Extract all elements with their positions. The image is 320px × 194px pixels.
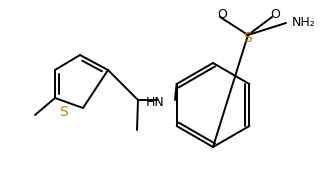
Text: S: S	[59, 105, 68, 119]
Text: NH₂: NH₂	[292, 16, 316, 29]
Text: HN: HN	[146, 95, 164, 108]
Text: O: O	[217, 8, 227, 21]
Text: O: O	[270, 8, 280, 21]
Text: S: S	[244, 31, 252, 45]
